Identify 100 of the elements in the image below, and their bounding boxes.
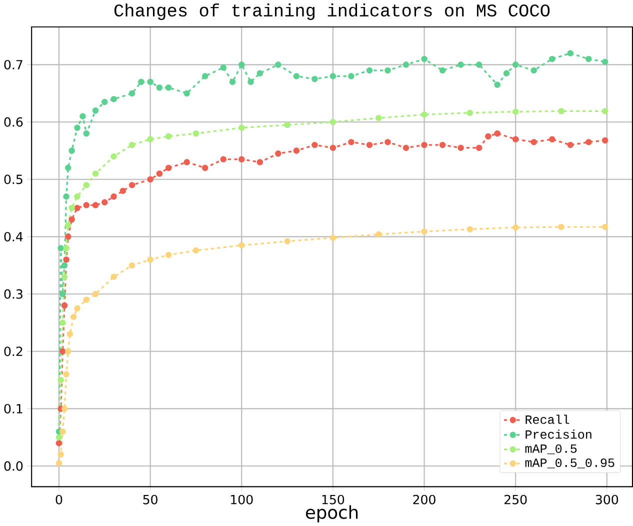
point [66, 331, 74, 338]
point [83, 296, 90, 303]
point [256, 159, 264, 166]
point [58, 451, 64, 458]
y-tick-label: 0.6 [4, 117, 23, 127]
point [602, 108, 608, 114]
point [147, 136, 154, 142]
point [58, 245, 64, 252]
y-tick-label: 0.4 [4, 232, 23, 242]
point [110, 274, 117, 280]
point [330, 73, 336, 80]
point [512, 62, 519, 68]
y-tick-label: 0.7 [4, 60, 22, 70]
point [548, 136, 556, 142]
point [284, 122, 290, 128]
point [256, 70, 264, 76]
point [59, 348, 66, 355]
point [312, 142, 318, 148]
point [61, 262, 68, 269]
point [74, 305, 80, 312]
point [63, 256, 70, 263]
point [494, 130, 500, 137]
point [64, 222, 72, 228]
point [61, 302, 68, 309]
point [138, 78, 144, 86]
point [80, 113, 86, 120]
point [56, 440, 62, 446]
point [330, 144, 336, 152]
point [238, 124, 245, 131]
point [184, 159, 190, 166]
point [512, 108, 519, 115]
x-tick-label: 300 [596, 494, 618, 504]
point [128, 182, 136, 188]
legend-label: mAP_0.5 [525, 444, 577, 454]
point [439, 67, 446, 74]
point [92, 290, 99, 298]
point [64, 234, 72, 240]
point [421, 228, 428, 235]
point [330, 118, 336, 126]
point [64, 348, 72, 355]
point [147, 78, 154, 86]
point [238, 242, 245, 248]
point [128, 90, 136, 97]
point [248, 78, 254, 86]
y-tick-label: 0.2 [4, 346, 22, 356]
point [602, 137, 608, 144]
point [92, 170, 99, 177]
point [330, 234, 336, 242]
y-tick-label: 0.5 [4, 174, 22, 184]
point [128, 142, 136, 148]
point [512, 136, 519, 142]
point [92, 202, 99, 208]
x-tick-label: 0 [56, 494, 62, 504]
point [503, 70, 510, 76]
point [59, 428, 66, 435]
point [110, 193, 117, 200]
point [458, 144, 464, 152]
point [184, 90, 190, 97]
x-tick-label: 250 [504, 494, 527, 504]
point [220, 156, 226, 162]
point [466, 226, 474, 232]
point [156, 170, 163, 177]
x-axis-title: epoch [306, 505, 358, 522]
point [348, 73, 354, 80]
point [63, 193, 70, 200]
point [110, 96, 117, 102]
point [68, 216, 75, 223]
x-tick-label: 100 [231, 494, 253, 504]
point [64, 164, 72, 172]
legend-label: Recall [526, 414, 570, 424]
point [439, 142, 446, 148]
point [375, 114, 382, 122]
point [402, 62, 410, 68]
point [156, 84, 163, 91]
point [74, 124, 80, 131]
point [567, 50, 574, 56]
point [74, 204, 80, 212]
point [102, 199, 108, 206]
point [494, 82, 500, 88]
point [74, 193, 80, 200]
point [602, 58, 608, 66]
point [83, 130, 90, 137]
point [375, 231, 382, 238]
point [284, 238, 290, 244]
point [59, 290, 66, 298]
point [421, 56, 428, 62]
point [466, 110, 474, 116]
point [165, 164, 172, 172]
point [68, 148, 75, 154]
point [530, 139, 537, 146]
point [56, 460, 62, 466]
point [128, 262, 136, 269]
point [229, 78, 236, 86]
point [120, 188, 126, 194]
x-tick-label: 50 [143, 494, 158, 504]
point [476, 62, 482, 68]
legend-label: mAP_0.5_0.95 [525, 458, 614, 468]
point [384, 139, 391, 146]
point [165, 84, 172, 91]
point [558, 224, 564, 230]
